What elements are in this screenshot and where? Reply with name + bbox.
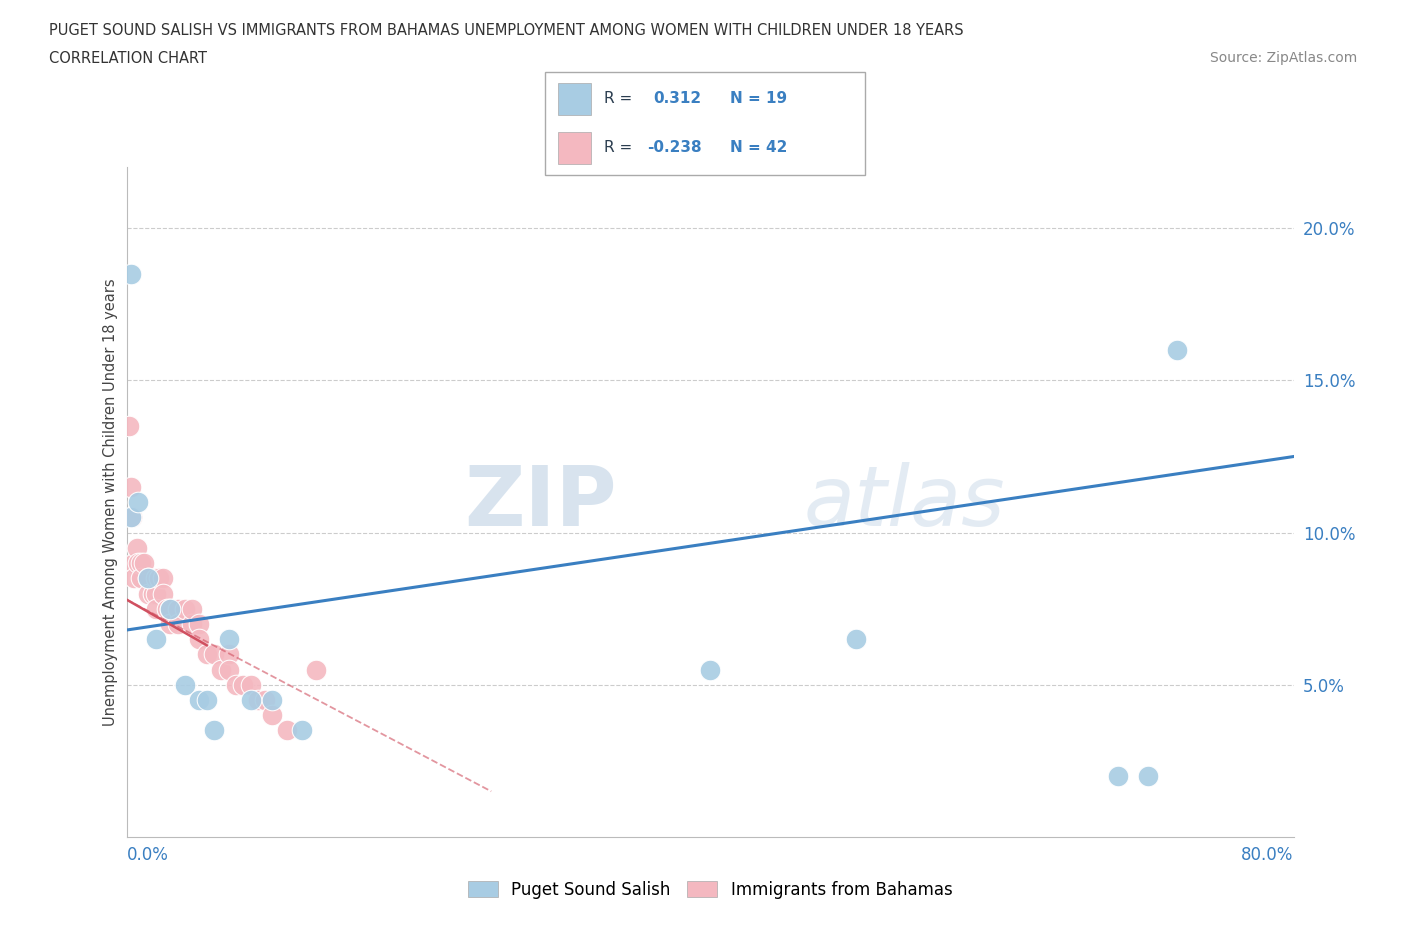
Point (246, 693, 269, 708)
Point (276, 723, 298, 737)
Text: PUGET SOUND SALISH VS IMMIGRANTS FROM BAHAMAS UNEMPLOYMENT AMONG WOMEN WITH CHIL: PUGET SOUND SALISH VS IMMIGRANTS FROM BA… (49, 23, 965, 38)
Point (195, 693, 218, 708)
Point (118, 418, 141, 433)
Point (159, 602, 181, 617)
Point (262, 693, 284, 708)
Text: atlas: atlas (803, 461, 1005, 543)
Point (202, 647, 225, 662)
Text: -0.238: -0.238 (647, 140, 702, 155)
Point (132, 555, 155, 570)
Bar (558, 83, 591, 114)
Point (166, 602, 188, 617)
Point (181, 602, 204, 617)
Text: 0.0%: 0.0% (127, 846, 169, 864)
Point (142, 586, 165, 601)
Point (1136, 769, 1159, 784)
Point (120, 510, 142, 525)
Point (174, 602, 197, 617)
Point (125, 540, 148, 555)
Text: N = 19: N = 19 (730, 91, 787, 106)
Point (188, 631, 211, 646)
Point (159, 602, 181, 617)
Point (232, 677, 254, 692)
Point (845, 631, 868, 646)
Text: N = 42: N = 42 (730, 140, 787, 155)
Point (218, 662, 240, 677)
Point (152, 586, 174, 601)
Text: CORRELATION CHART: CORRELATION CHART (49, 51, 207, 66)
FancyBboxPatch shape (544, 72, 865, 175)
Point (218, 647, 240, 662)
Point (152, 571, 174, 586)
Point (262, 708, 284, 723)
Point (209, 662, 232, 677)
Point (156, 602, 179, 617)
Text: R =: R = (605, 140, 633, 155)
Text: R =: R = (605, 91, 633, 106)
Point (699, 662, 721, 677)
Point (148, 571, 170, 586)
Point (138, 571, 160, 586)
Point (121, 510, 143, 525)
Point (129, 571, 152, 586)
Point (254, 693, 277, 708)
Point (195, 647, 218, 662)
Point (202, 723, 225, 737)
Legend: Puget Sound Salish, Immigrants from Bahamas: Puget Sound Salish, Immigrants from Baha… (461, 874, 959, 906)
Point (145, 602, 167, 617)
Point (218, 631, 240, 646)
Point (138, 571, 160, 586)
Point (181, 617, 204, 631)
Bar (558, 132, 591, 164)
Point (188, 617, 211, 631)
Text: 0.312: 0.312 (654, 91, 702, 106)
Text: ZIP: ZIP (464, 461, 617, 543)
Point (120, 267, 142, 282)
Point (225, 677, 247, 692)
Point (127, 555, 149, 570)
Point (166, 617, 188, 631)
Point (1166, 342, 1188, 357)
Point (239, 693, 262, 708)
Text: 80.0%: 80.0% (1241, 846, 1294, 864)
Y-axis label: Unemployment Among Women with Children Under 18 years: Unemployment Among Women with Children U… (103, 278, 118, 726)
Point (239, 677, 262, 692)
Point (129, 555, 152, 570)
Point (145, 586, 167, 601)
Point (188, 693, 211, 708)
Point (1108, 769, 1130, 784)
Point (305, 662, 328, 677)
Point (122, 571, 145, 586)
Point (145, 631, 167, 646)
Point (138, 586, 160, 601)
Point (122, 555, 145, 570)
Text: Source: ZipAtlas.com: Source: ZipAtlas.com (1209, 51, 1357, 65)
Point (290, 723, 312, 737)
Point (159, 617, 181, 631)
Point (145, 571, 167, 586)
Point (174, 677, 197, 692)
Point (120, 480, 142, 495)
Point (127, 495, 149, 510)
